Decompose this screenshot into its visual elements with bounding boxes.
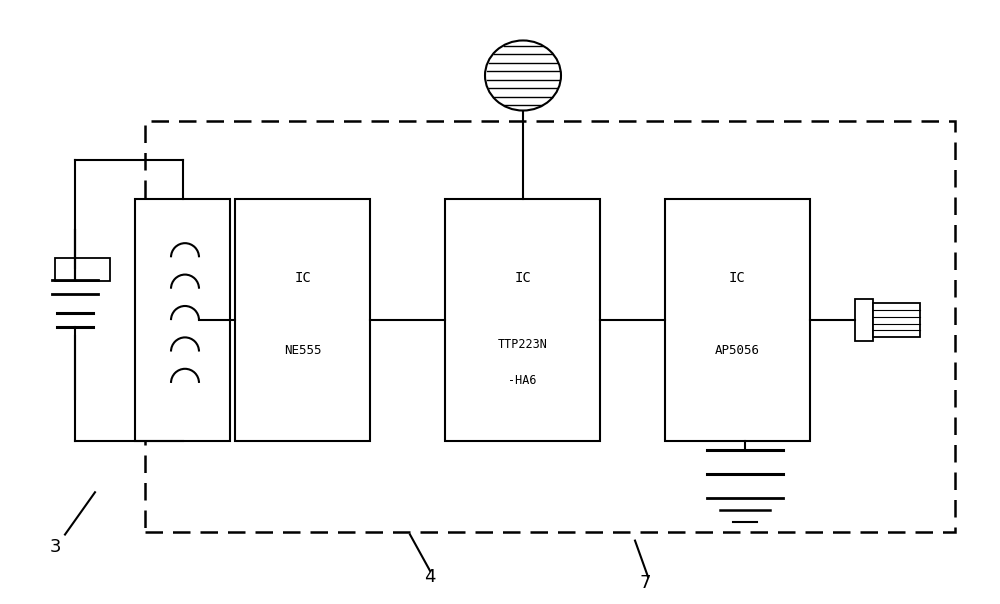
Text: 3: 3 [49,538,61,556]
Text: IC: IC [514,271,531,285]
Bar [145,121,955,532]
Text: IC: IC [294,271,311,285]
Text: AP5056: AP5056 [715,344,760,357]
Bar [873,303,920,337]
Bar [855,299,873,341]
Ellipse shape [485,40,561,111]
Text: 4: 4 [424,568,436,586]
Bar [235,199,370,441]
Text: IC: IC [729,271,746,285]
Bar [665,199,810,441]
Bar [135,199,230,441]
Text: TTP223N: TTP223N [498,338,547,351]
Bar [445,199,600,441]
Bar [55,258,110,281]
Text: -HA6: -HA6 [508,374,537,387]
Text: 7: 7 [639,574,651,592]
Text: NE555: NE555 [284,344,321,357]
